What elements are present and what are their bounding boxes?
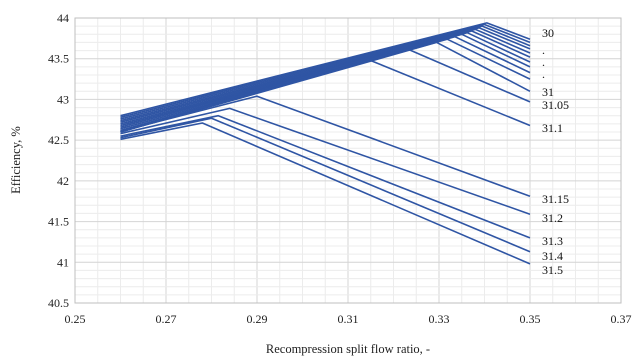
x-tick-label: 0.25 bbox=[65, 312, 86, 326]
series-line bbox=[120, 23, 531, 119]
series-line bbox=[120, 107, 531, 215]
series-end-label: 31.4 bbox=[542, 249, 563, 263]
y-tick-label: 41 bbox=[57, 255, 69, 269]
x-tick-label: 0.33 bbox=[429, 312, 450, 326]
y-tick-label: 42 bbox=[57, 174, 69, 188]
y-tick-label: 43 bbox=[57, 92, 69, 106]
series-line bbox=[120, 22, 531, 117]
series-end-label: 31.05 bbox=[542, 98, 569, 112]
series-line bbox=[120, 114, 531, 239]
x-tick-label: 0.29 bbox=[247, 312, 268, 326]
series-end-label: 30 bbox=[542, 26, 554, 40]
series-end-label: 31.5 bbox=[542, 263, 563, 277]
x-tick-label: 0.35 bbox=[520, 312, 541, 326]
series-end-label: . bbox=[542, 55, 545, 69]
series-line bbox=[120, 31, 531, 127]
y-tick-label: 42.5 bbox=[48, 133, 69, 147]
plot-area-border bbox=[74, 17, 622, 304]
y-tick-label: 44 bbox=[57, 11, 69, 25]
series-line bbox=[120, 33, 531, 128]
series-end-label: 31.2 bbox=[542, 211, 563, 225]
series-line bbox=[120, 57, 531, 133]
series-end-label: 31.15 bbox=[542, 192, 569, 206]
series-line bbox=[120, 95, 531, 198]
series-end-label: . bbox=[542, 67, 545, 81]
x-tick-label: 0.27 bbox=[156, 312, 177, 326]
series-lines bbox=[120, 22, 531, 265]
y-tick-label: 41.5 bbox=[48, 215, 69, 229]
x-axis-title: Recompression split flow ratio, - bbox=[266, 342, 430, 356]
axes bbox=[74, 17, 622, 304]
series-line bbox=[120, 25, 531, 120]
tick-labels: 0.25 0.27 0.29 0.31 0.33 0.35 0.37 40.5 41 41.5 42… bbox=[48, 11, 632, 326]
y-tick-label: 43.5 bbox=[48, 52, 69, 66]
series-line bbox=[120, 117, 531, 253]
series-end-label: . bbox=[542, 43, 545, 57]
series-line bbox=[120, 28, 531, 123]
y-tick-label: 40.5 bbox=[48, 296, 69, 310]
series-line bbox=[120, 122, 531, 265]
series-end-label: 31.3 bbox=[542, 234, 563, 248]
series-line bbox=[120, 26, 531, 122]
x-tick-label: 0.37 bbox=[611, 312, 632, 326]
x-tick-label: 0.31 bbox=[338, 312, 359, 326]
series-end-label: 31.1 bbox=[542, 121, 563, 135]
series-end-label: 31 bbox=[542, 85, 554, 99]
y-axis-title: Efficiency, % bbox=[9, 126, 23, 194]
series-line bbox=[120, 30, 531, 125]
